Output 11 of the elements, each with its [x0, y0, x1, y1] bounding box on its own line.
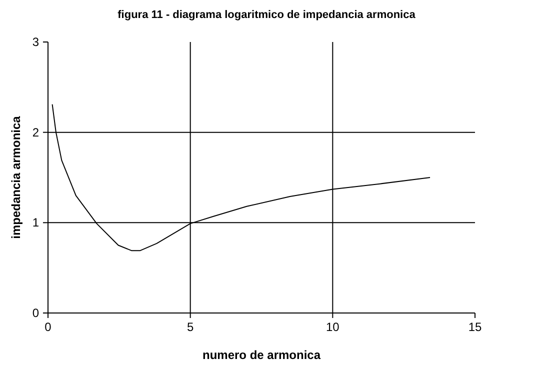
y-tick-label: 2 — [32, 125, 40, 140]
x-tick-label: 5 — [186, 320, 194, 334]
x-axis-title: numero de armonica — [202, 348, 321, 362]
x-tick-label: 10 — [326, 320, 340, 334]
x-tick-label: 0 — [44, 320, 52, 334]
y-tick-label: 3 — [32, 35, 40, 49]
x-tick-label: 15 — [468, 320, 482, 334]
y-tick-label: 1 — [32, 216, 40, 230]
chart-title: figura 11 - diagrama logaritmico de impedancia armonica — [118, 9, 416, 21]
y-tick-label: 0 — [32, 306, 40, 320]
y-axis-title: impedancia armonica — [9, 116, 23, 239]
